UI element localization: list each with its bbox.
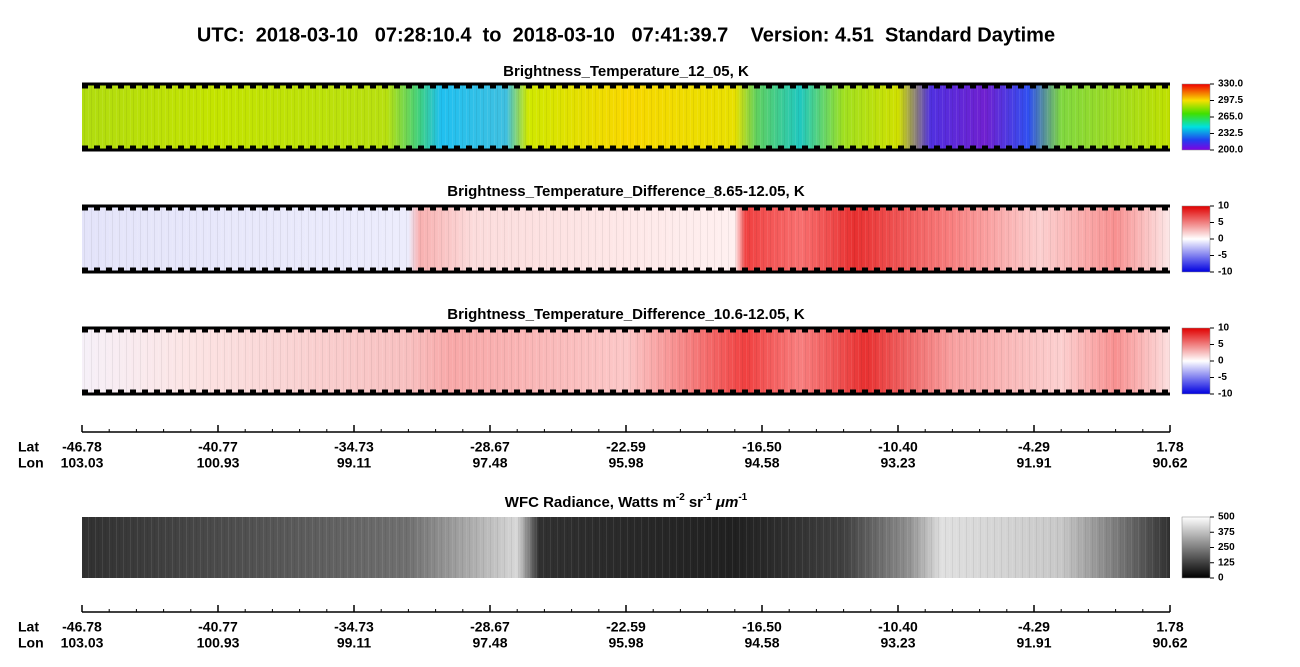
title-part: -1 [703,492,712,503]
title-part: WFC Radiance, Watts m [505,494,676,511]
lat-value: 1.78 [1156,439,1183,455]
lon-label: Lon [18,455,44,471]
colorbar-label: 0 [1218,234,1224,245]
colorbar-label: -10 [1218,267,1233,278]
colorbar [1181,205,1211,273]
lon-value: 93.23 [880,455,915,471]
lat-value: -4.29 [1018,439,1050,455]
image-texture [82,206,1170,272]
lon-value: 91.91 [1016,455,1051,471]
lon-value: 97.48 [472,635,507,651]
colorbar-label: 265.0 [1218,112,1243,123]
title-part: -1 [738,492,747,503]
colorbar-label: 297.5 [1218,95,1243,106]
image-texture [82,84,1170,150]
lat-label: Lat [18,619,39,635]
colorbar-label: 250 [1218,542,1235,553]
lon-value: 91.91 [1016,635,1051,651]
lon-value: 103.03 [61,635,104,651]
lon-value: 90.62 [1152,635,1187,651]
lat-value: -40.77 [198,619,238,635]
colorbar-label: 500 [1218,512,1235,523]
title-part: μm [715,494,738,511]
title-part: sr [689,494,703,511]
panel-title: Brightness_Temperature_Difference_8.65-1… [447,183,805,200]
colorbar-label: -5 [1218,372,1227,383]
lat-value: -4.29 [1018,619,1050,635]
lat-value: -28.67 [470,619,510,635]
image-texture [82,328,1170,394]
colorbar-label: 10 [1218,323,1230,334]
lon-value: 94.58 [744,635,779,651]
lon-value: 90.62 [1152,455,1187,471]
colorbar-label: 200.0 [1218,145,1243,156]
colorbar-label: -10 [1218,389,1233,400]
lat-value: -28.67 [470,439,510,455]
lon-value: 100.93 [197,455,240,471]
panel-title: WFC Radiance, Watts m-2 sr-1 μm-1 [505,492,748,511]
colorbar [1181,83,1211,151]
colorbar-label: -5 [1218,250,1227,261]
lat-value: -16.50 [742,619,782,635]
panel-title: Brightness_Temperature_12_05, K [503,63,749,80]
colorbar-label: 0 [1218,356,1224,367]
colorbar-label: 10 [1218,201,1230,212]
lat-value: -34.73 [334,619,374,635]
colorbar [1181,327,1211,395]
lon-value: 103.03 [61,455,104,471]
colorbar-label: 0 [1218,573,1224,584]
lon-value: 97.48 [472,455,507,471]
lon-value: 100.93 [197,635,240,651]
lat-value: -10.40 [878,619,918,635]
lon-value: 93.23 [880,635,915,651]
lon-value: 95.98 [608,635,643,651]
lon-value: 95.98 [608,455,643,471]
lat-value: -10.40 [878,439,918,455]
colorbar-label: 125 [1218,557,1235,568]
colorbar-label: 330.0 [1218,79,1243,90]
colorbar-label: 232.5 [1218,128,1243,139]
lon-value: 94.58 [744,455,779,471]
lat-value: -16.50 [742,439,782,455]
lat-value: 1.78 [1156,619,1183,635]
lat-value: -22.59 [606,439,646,455]
lat-label: Lat [18,439,39,455]
colorbar-label: 5 [1218,339,1224,350]
title-part: -2 [676,492,685,503]
lon-value: 99.11 [337,455,371,471]
lat-value: -34.73 [334,439,374,455]
lon-value: 99.11 [337,635,371,651]
lat-value: -22.59 [606,619,646,635]
image-texture [82,517,1170,578]
lat-value: -40.77 [198,439,238,455]
colorbar-label: 375 [1218,527,1235,538]
panel-title: Brightness_Temperature_Difference_10.6-1… [447,306,805,323]
colorbar [1181,516,1211,579]
colorbar-label: 5 [1218,217,1224,228]
page-title: UTC: 2018-03-10 07:28:10.4 to 2018-03-10… [197,24,1055,46]
lat-value: -46.78 [62,439,102,455]
lon-label: Lon [18,635,44,651]
lat-value: -46.78 [62,619,102,635]
